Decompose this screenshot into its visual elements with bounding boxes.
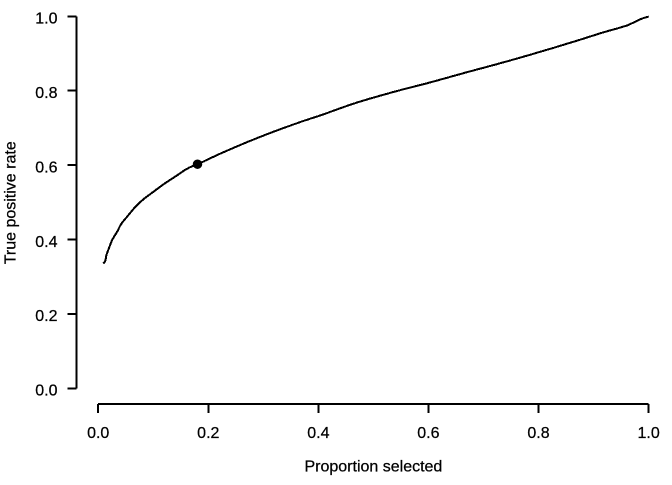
svg-text:0.4: 0.4 (307, 425, 329, 442)
svg-text:0.0: 0.0 (87, 425, 109, 442)
svg-text:0.6: 0.6 (35, 159, 57, 176)
svg-text:1.0: 1.0 (35, 11, 57, 28)
svg-text:0.2: 0.2 (197, 425, 219, 442)
svg-text:0.4: 0.4 (35, 234, 57, 251)
svg-text:0.8: 0.8 (527, 425, 549, 442)
svg-text:True positive rate: True positive rate (3, 141, 20, 264)
svg-text:0.6: 0.6 (417, 425, 439, 442)
svg-text:1.0: 1.0 (637, 425, 659, 442)
svg-text:0.8: 0.8 (35, 85, 57, 102)
svg-text:Proportion selected: Proportion selected (304, 458, 442, 475)
svg-text:0.0: 0.0 (35, 383, 57, 400)
svg-text:0.2: 0.2 (35, 308, 57, 325)
